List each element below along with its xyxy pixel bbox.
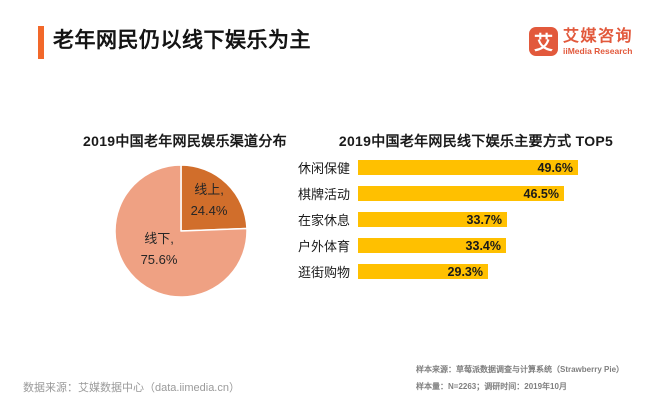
pie-label-online-name: 线上, xyxy=(194,182,224,197)
bar-value-label: 33.7% xyxy=(466,212,502,227)
bar: 33.7% xyxy=(358,212,507,227)
pie-label-offline: 线下, 75.6% xyxy=(120,228,198,270)
pie-label-offline-value: 75.6% xyxy=(140,252,178,267)
sample-size-note: 样本量：N=2263；调研时间：2019年10月 xyxy=(416,382,567,391)
bar-value-label: 49.6% xyxy=(537,160,573,175)
pie-label-offline-name: 线下, xyxy=(144,231,174,246)
bar-category-label: 在家休息 xyxy=(297,213,350,228)
pie-chart-title: 2019中国老年网民娱乐渠道分布 xyxy=(83,133,287,149)
bar-category-label: 棋牌活动 xyxy=(297,187,350,202)
bar-row: 逛街购物 29.3% xyxy=(288,264,648,280)
bar-row: 棋牌活动 46.5% xyxy=(288,186,648,202)
pie-label-online-value: 24.4% xyxy=(190,203,228,218)
bar-value-label: 33.4% xyxy=(465,238,501,253)
bar-row: 户外体育 33.4% xyxy=(288,238,648,254)
bar: 33.4% xyxy=(358,238,506,253)
bar-row: 在家休息 33.7% xyxy=(288,212,648,228)
pie-chart xyxy=(114,164,248,298)
pie-slice-offline xyxy=(114,164,248,298)
pie-slice-online xyxy=(180,164,248,232)
bar-row: 休闲保健 49.6% xyxy=(288,160,648,176)
bar-chart-title: 2019中国老年网民线下娱乐主要方式 TOP5 xyxy=(338,133,614,149)
iimedia-logo: 艾 艾媒咨询 iiMedia Research xyxy=(529,27,633,56)
sample-notes: 样本来源：草莓派数据调查与计算系统（Strawberry Pie） 样本量：N=… xyxy=(416,361,624,395)
sample-source-note: 样本来源：草莓派数据调查与计算系统（Strawberry Pie） xyxy=(416,365,625,374)
title-accent-bar xyxy=(38,26,44,59)
logo-text: 艾媒咨询 iiMedia Research xyxy=(563,27,633,56)
logo-name-cn: 艾媒咨询 xyxy=(563,28,634,45)
bar-chart: 休闲保健 49.6% 棋牌活动 46.5% 在家休息 33.7% 户外体育 33… xyxy=(288,160,648,290)
logo-name-en: iiMedia Research xyxy=(563,46,633,56)
data-source-note: 数据来源：艾媒数据中心（data.iimedia.cn） xyxy=(23,382,240,394)
bar-category-label: 逛街购物 xyxy=(297,265,350,280)
bar-category-label: 休闲保健 xyxy=(297,161,350,176)
bar-value-label: 29.3% xyxy=(447,264,483,279)
bar: 49.6% xyxy=(358,160,578,175)
bar-category-label: 户外体育 xyxy=(297,239,350,254)
bar: 46.5% xyxy=(358,186,564,201)
bar: 29.3% xyxy=(358,264,488,279)
pie-label-online: 线上, 24.4% xyxy=(178,179,240,221)
bar-value-label: 46.5% xyxy=(523,186,559,201)
iimedia-logo-icon: 艾 xyxy=(529,27,558,56)
page-title: 老年网民仍以线下娱乐为主 xyxy=(53,29,311,52)
